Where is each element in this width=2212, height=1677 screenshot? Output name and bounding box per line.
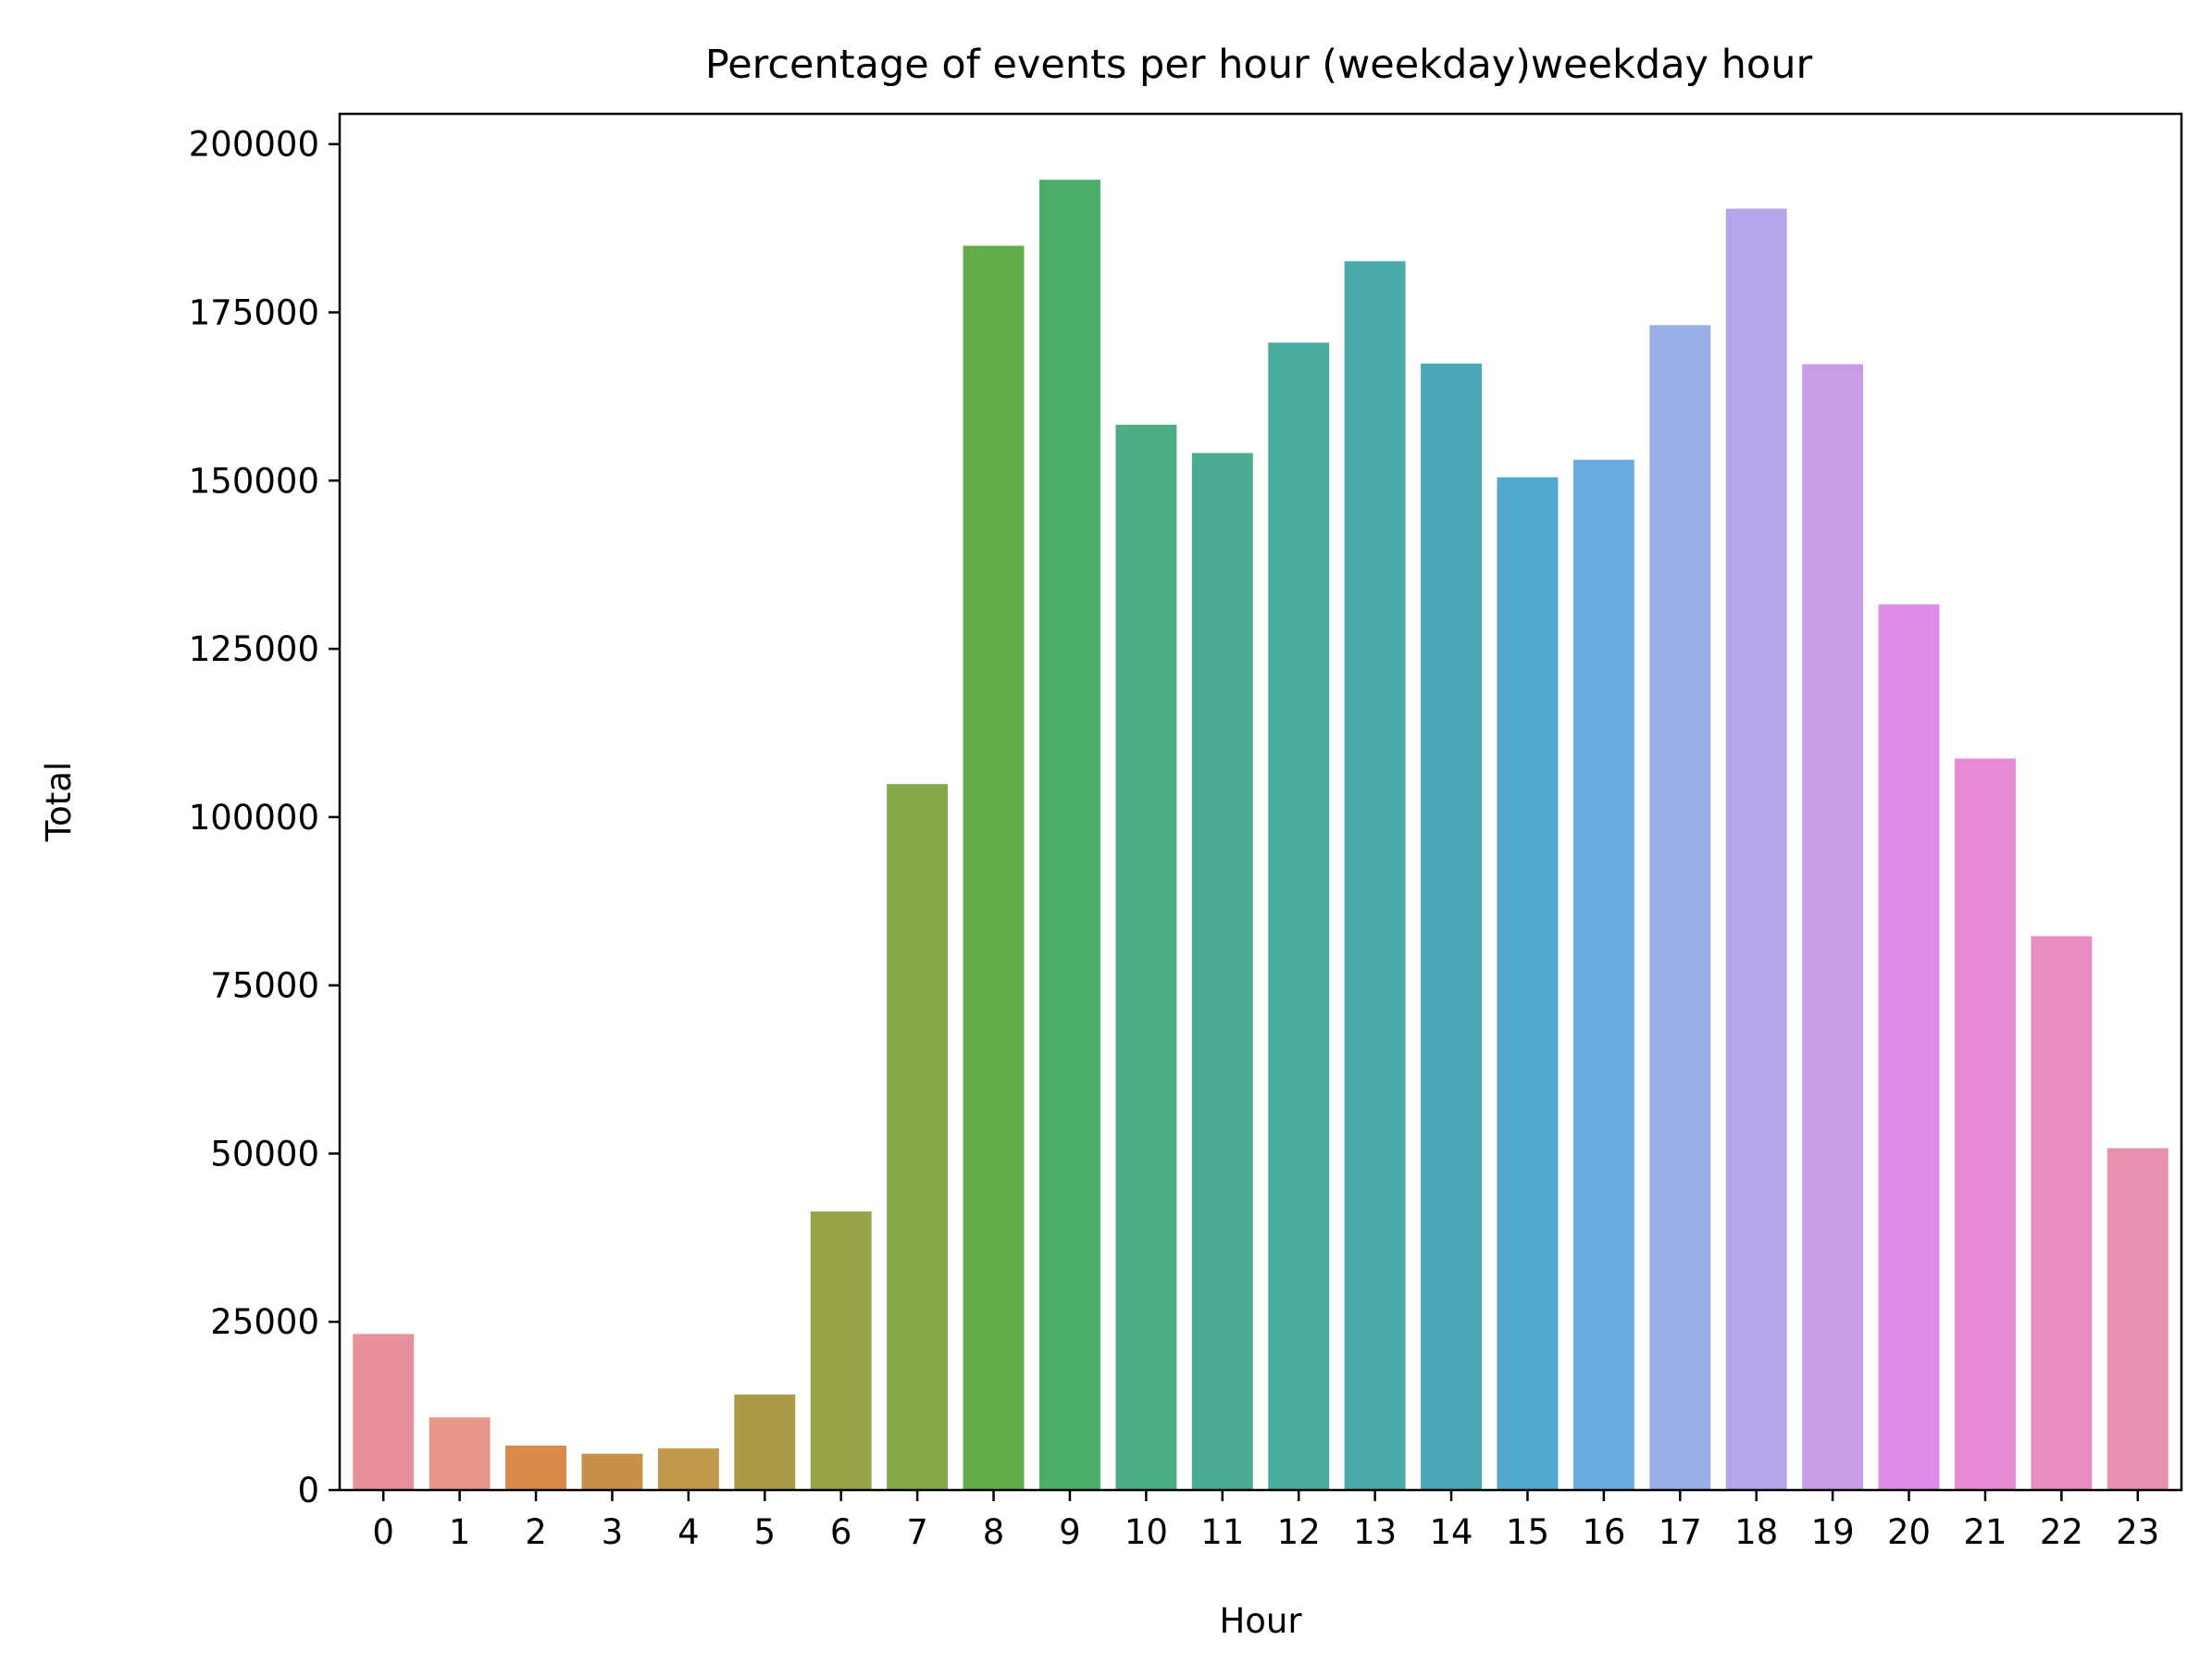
x-tick-label: 15 — [1506, 1512, 1549, 1552]
bar-hour-5 — [734, 1394, 796, 1490]
plot-frame — [338, 112, 2183, 1492]
y-tick-label: 125000 — [189, 629, 319, 669]
x-tick-label: 20 — [1887, 1512, 1931, 1552]
y-tick-label: 175000 — [189, 293, 319, 333]
x-tick-label: 5 — [754, 1512, 777, 1552]
bar-hour-16 — [1572, 459, 1634, 1490]
x-tick-label: 8 — [983, 1512, 1005, 1552]
x-tick-label: 10 — [1125, 1512, 1168, 1552]
bar-hour-18 — [1725, 208, 1787, 1491]
x-tick-label: 0 — [372, 1512, 394, 1552]
bar-hour-3 — [581, 1453, 643, 1490]
bar-hour-23 — [2106, 1148, 2169, 1490]
x-tick-label: 9 — [1059, 1512, 1081, 1552]
bar-hour-1 — [429, 1417, 491, 1490]
y-axis-label: Total — [39, 762, 79, 842]
x-tick-label: 19 — [1811, 1512, 1855, 1552]
bars-group — [353, 180, 2169, 1491]
x-tick-label: 6 — [830, 1512, 852, 1552]
x-tick-label: 23 — [2116, 1512, 2159, 1552]
bar-hour-19 — [1802, 364, 1864, 1490]
x-tick-label: 14 — [1429, 1512, 1473, 1552]
y-tick-label: 75000 — [210, 966, 319, 1006]
x-axis-label: Hour — [1219, 1601, 1302, 1641]
bar-hour-11 — [1191, 453, 1253, 1490]
bar-hour-10 — [1115, 424, 1177, 1491]
x-axis: 0 1 2 3 4 5 6 7 8 9 10 11 12 13 14 15 16 17 18 19 20 21 22 23 — [372, 1490, 2159, 1552]
bar-hour-12 — [1268, 342, 1330, 1490]
bar-hour-20 — [1878, 604, 1940, 1490]
y-tick-label: 25000 — [210, 1302, 319, 1342]
x-tick-label: 22 — [2040, 1512, 2083, 1552]
x-tick-label: 13 — [1353, 1512, 1397, 1552]
bar-hour-6 — [810, 1211, 872, 1490]
y-tick-label: 100000 — [189, 798, 319, 838]
bar-hour-4 — [657, 1447, 719, 1490]
x-tick-label: 4 — [677, 1512, 700, 1552]
bar-hour-21 — [1954, 758, 2016, 1490]
bar-hour-7 — [887, 784, 949, 1490]
y-tick-label: 50000 — [210, 1134, 319, 1174]
x-tick-label: 11 — [1200, 1512, 1244, 1552]
bar-hour-9 — [1038, 180, 1100, 1491]
bar-hour-13 — [1344, 261, 1406, 1490]
x-tick-label: 1 — [449, 1512, 471, 1552]
x-tick-label: 12 — [1277, 1512, 1321, 1552]
bar-hour-17 — [1649, 325, 1711, 1490]
x-tick-label: 17 — [1659, 1512, 1702, 1552]
x-tick-label: 16 — [1582, 1512, 1625, 1552]
bar-hour-22 — [2031, 936, 2093, 1490]
y-axis: 0 25000 50000 75000 100000 125000 150000 175000… — [189, 125, 340, 1510]
bar-hour-2 — [505, 1446, 567, 1490]
bar-hour-0 — [353, 1334, 415, 1490]
bar-hour-8 — [963, 245, 1025, 1491]
x-tick-label: 3 — [602, 1512, 624, 1552]
bar-hour-15 — [1497, 477, 1559, 1490]
y-tick-label: 150000 — [189, 461, 319, 501]
x-tick-label: 21 — [1963, 1512, 2007, 1552]
bar-hour-14 — [1421, 363, 1483, 1491]
x-tick-label: 7 — [906, 1512, 928, 1552]
x-tick-label: 18 — [1734, 1512, 1778, 1552]
x-tick-label: 2 — [525, 1512, 547, 1552]
y-tick-label: 0 — [297, 1471, 319, 1510]
chart-title: Percentage of events per hour (weekday)w… — [705, 42, 1813, 88]
y-tick-label: 200000 — [189, 125, 319, 165]
